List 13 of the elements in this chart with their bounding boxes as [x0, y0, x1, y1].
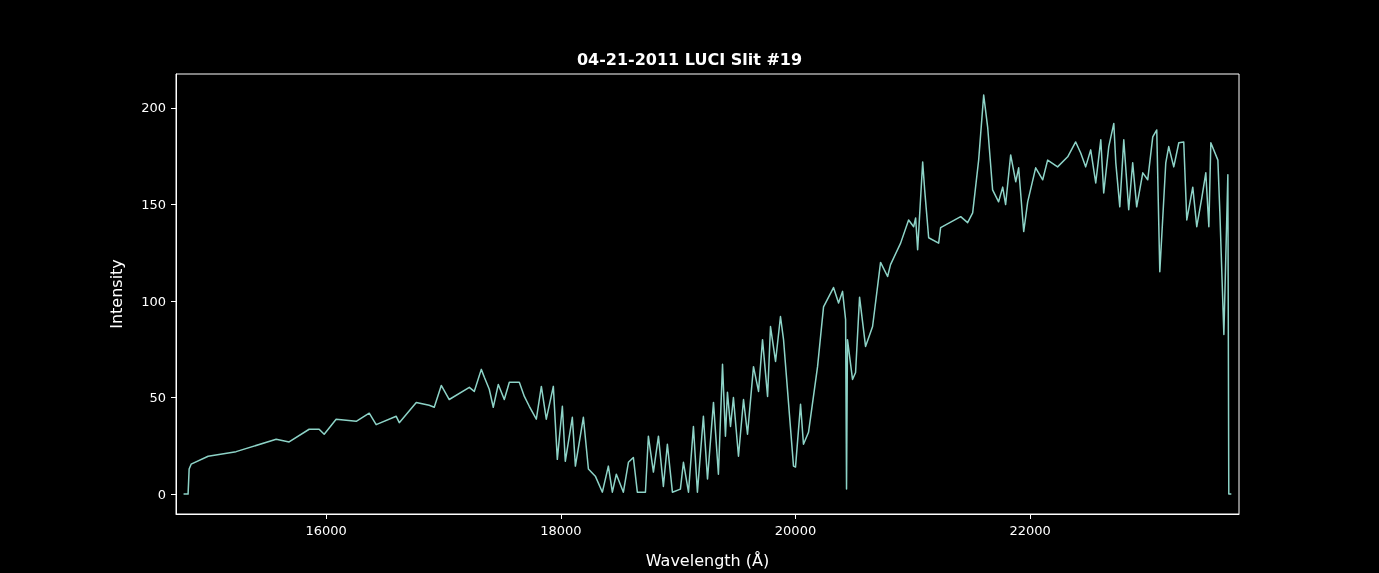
- x-tick-label: 22000: [1009, 523, 1051, 538]
- line-series: [183, 94, 1232, 495]
- y-tick-label: 150: [141, 197, 166, 213]
- y-tick-label: 100: [141, 293, 166, 309]
- y-tick-label: 50: [149, 390, 166, 406]
- x-tick-label: 18000: [540, 523, 582, 538]
- chart-title: 04-21-2011 LUCI Slit #19: [576, 49, 803, 69]
- x-tick-label: 20000: [774, 523, 817, 538]
- y-tick-label: 0: [157, 486, 166, 502]
- y-axis-title: Intensity: [106, 259, 126, 329]
- x-tick-label: 16000: [305, 523, 347, 538]
- x-axis-title: Wavelength (Å): [645, 550, 770, 570]
- y-tick-label: 200: [141, 100, 166, 116]
